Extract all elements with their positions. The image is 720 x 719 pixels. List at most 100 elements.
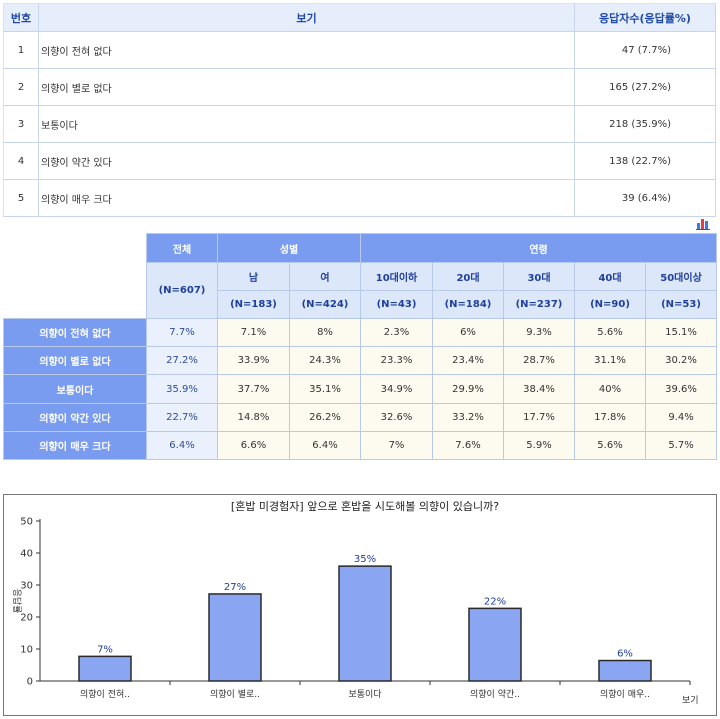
cell-value: 5.6% bbox=[574, 431, 646, 460]
table-row: 1 의향이 전혀 없다 47 (7.7%) bbox=[3, 31, 716, 69]
chart-title: [혼밥 미경험자] 앞으로 혼밥을 시도해볼 의향이 있습니까? bbox=[231, 499, 499, 513]
row-label: 의향이 매우 크다 bbox=[3, 431, 147, 460]
row-no: 2 bbox=[3, 68, 39, 106]
bar bbox=[338, 565, 392, 682]
cell-value: 14.8% bbox=[217, 403, 290, 432]
row-label: 의향이 별로 없다 bbox=[3, 346, 147, 375]
x-axis-label: 보기 bbox=[682, 695, 699, 706]
bar-chart-panel: [혼밥 미경험자] 앞으로 혼밥을 시도해볼 의향이 있습니까? 0 10 20 30 4… bbox=[3, 494, 717, 716]
x-tick-label: 의향이 전혀.. bbox=[80, 688, 130, 700]
group-label: 30대 bbox=[503, 262, 575, 291]
group-n: (N=183) bbox=[217, 290, 290, 319]
row-no: 1 bbox=[3, 31, 39, 69]
x-tick-label: 의향이 매우.. bbox=[600, 688, 650, 700]
row-option: 보통이다 bbox=[38, 105, 575, 143]
bar-data-label: 35% bbox=[354, 554, 376, 565]
cell-value: 35.1% bbox=[289, 374, 361, 404]
row-no: 5 bbox=[3, 179, 39, 217]
cross-row: 의향이 전혀 없다 7.7% 7.1% 8% 2.3% 6% 9.3% 5.6%… bbox=[3, 318, 718, 347]
cell-value: 7% bbox=[360, 431, 433, 460]
x-tick-label: 의향이 별로.. bbox=[210, 688, 260, 700]
survey-result-table: 번호 보기 응답자수(응답률%) 1 의향이 전혀 없다 47 (7.7%) 2… bbox=[3, 3, 716, 217]
row-count: 47 (7.7%) bbox=[574, 31, 716, 69]
header-count: 응답자수(응답률%) bbox=[574, 3, 716, 32]
cell-value: 6.4% bbox=[289, 431, 361, 460]
table-row: 2 의향이 별로 없다 165 (27.2%) bbox=[3, 68, 716, 106]
group-n: (N=237) bbox=[503, 290, 575, 319]
row-count: 138 (22.7%) bbox=[574, 142, 716, 180]
row-label: 의향이 약간 있다 bbox=[3, 403, 147, 432]
bar-data-label: 6% bbox=[617, 649, 633, 660]
cell-value: 28.7% bbox=[503, 346, 575, 375]
total-value: 22.7% bbox=[146, 403, 218, 432]
row-count: 218 (35.9%) bbox=[574, 105, 716, 143]
cross-row: 의향이 약간 있다 22.7% 14.8% 26.2% 32.6% 33.2% … bbox=[3, 403, 718, 432]
age-header: 연령 bbox=[359, 233, 718, 263]
cell-value: 5.6% bbox=[574, 318, 646, 347]
group-label: 여 bbox=[289, 262, 361, 291]
y-tick-label: 40 bbox=[20, 549, 33, 560]
survey-table-header: 번호 보기 응답자수(응답률%) bbox=[3, 3, 716, 32]
group-label: 20대 bbox=[432, 262, 504, 291]
total-value: 7.7% bbox=[146, 318, 218, 347]
group-n: (N=53) bbox=[644, 290, 718, 319]
cell-value: 17.8% bbox=[574, 403, 646, 432]
cell-value: 5.9% bbox=[503, 431, 575, 460]
total-header: 전체 bbox=[146, 233, 218, 263]
cell-value: 7.6% bbox=[432, 431, 504, 460]
cell-value: 30.2% bbox=[644, 346, 718, 375]
y-tick-label: 0 bbox=[27, 677, 33, 688]
total-n: (N=607) bbox=[146, 262, 218, 319]
group-n: (N=424) bbox=[289, 290, 361, 319]
total-value: 6.4% bbox=[146, 431, 218, 460]
cell-value: 29.9% bbox=[432, 374, 504, 404]
x-tick-label: 의향이 약간.. bbox=[470, 688, 520, 700]
cell-value: 6.6% bbox=[217, 431, 290, 460]
cell-value: 24.3% bbox=[289, 346, 361, 375]
cell-value: 34.9% bbox=[360, 374, 433, 404]
y-tick-label: 10 bbox=[20, 645, 33, 656]
row-no: 3 bbox=[3, 105, 39, 143]
row-no: 4 bbox=[3, 142, 39, 180]
row-label: 의향이 전혀 없다 bbox=[3, 318, 147, 347]
bar-chart-icon[interactable] bbox=[696, 217, 710, 230]
header-no: 번호 bbox=[3, 3, 39, 32]
row-count: 165 (27.2%) bbox=[574, 68, 716, 106]
cell-value: 33.9% bbox=[217, 346, 290, 375]
bar bbox=[468, 607, 522, 682]
bar bbox=[78, 655, 132, 682]
group-label: 10대이하 bbox=[360, 262, 433, 291]
y-tick-label: 50 bbox=[20, 517, 33, 528]
cross-row: 의향이 매우 크다 6.4% 6.6% 6.4% 7% 7.6% 5.9% 5.… bbox=[3, 431, 718, 460]
cell-value: 26.2% bbox=[289, 403, 361, 432]
cell-value: 31.1% bbox=[574, 346, 646, 375]
bar bbox=[598, 659, 652, 682]
table-row: 3 보통이다 218 (35.9%) bbox=[3, 105, 716, 143]
cell-value: 17.7% bbox=[503, 403, 575, 432]
bar-data-label: 22% bbox=[484, 596, 506, 607]
gender-header: 성별 bbox=[217, 233, 361, 263]
cell-value: 5.7% bbox=[644, 431, 718, 460]
group-label: 50대이상 bbox=[644, 262, 718, 291]
bar-data-label: 27% bbox=[224, 582, 246, 593]
cell-value: 39.6% bbox=[644, 374, 718, 404]
cell-value: 40% bbox=[574, 374, 646, 404]
row-option: 의향이 매우 크다 bbox=[38, 179, 575, 217]
group-n: (N=184) bbox=[432, 290, 504, 319]
group-label: 40대 bbox=[574, 262, 646, 291]
row-option: 의향이 별로 없다 bbox=[38, 68, 575, 106]
cell-value: 9.4% bbox=[644, 403, 718, 432]
cell-value: 32.6% bbox=[360, 403, 433, 432]
group-n: (N=90) bbox=[574, 290, 646, 319]
bar-data-label: 7% bbox=[97, 644, 113, 655]
y-axis-label: 응답률 bbox=[11, 589, 23, 614]
cell-value: 7.1% bbox=[217, 318, 290, 347]
table-row: 4 의향이 약간 있다 138 (22.7%) bbox=[3, 142, 716, 180]
bar bbox=[208, 593, 262, 682]
bar-chart: [혼밥 미경험자] 앞으로 혼밥을 시도해볼 의향이 있습니까? 0 10 20 30 4… bbox=[11, 499, 699, 706]
cell-value: 6% bbox=[432, 318, 504, 347]
cell-value: 37.7% bbox=[217, 374, 290, 404]
cell-value: 23.3% bbox=[360, 346, 433, 375]
total-value: 27.2% bbox=[146, 346, 218, 375]
y-tick-label: 30 bbox=[20, 581, 33, 592]
